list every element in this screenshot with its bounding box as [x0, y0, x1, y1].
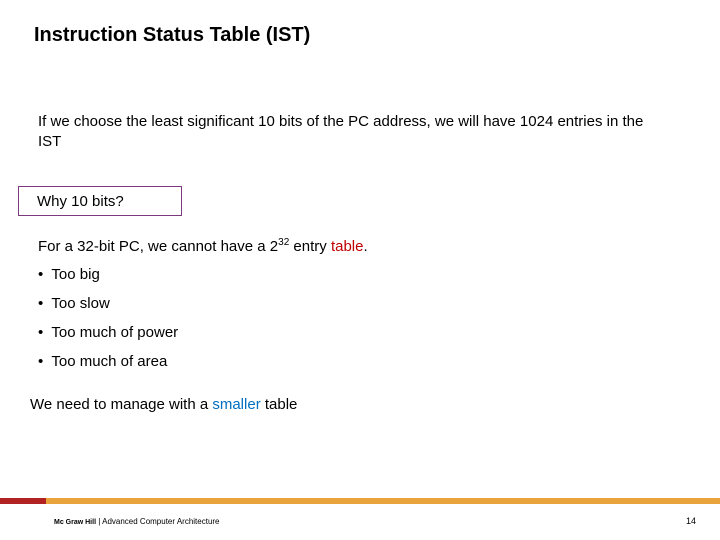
- paragraph-32bit: For a 32-bit PC, we cannot have a 232 en…: [38, 236, 658, 257]
- para3-suffix: table: [261, 396, 298, 413]
- slide-container: Instruction Status Table (IST) If we cho…: [0, 0, 720, 540]
- bullet-item: Too much of power: [38, 324, 178, 341]
- para2-mid: entry: [289, 238, 331, 255]
- slide-title: Instruction Status Table (IST): [34, 24, 310, 47]
- para2-prefix: For a 32-bit PC, we cannot have a 2: [38, 238, 278, 255]
- para3-prefix: We need to manage with a: [30, 396, 212, 413]
- paragraph-intro: If we choose the least significant 10 bi…: [38, 112, 658, 153]
- para2-exponent: 32: [278, 237, 289, 248]
- paragraph-conclusion: We need to manage with a smaller table: [30, 396, 297, 413]
- para2-table-word: table: [331, 238, 364, 255]
- para3-smaller-word: smaller: [212, 396, 260, 413]
- bullet-item: Too big: [38, 266, 178, 283]
- footer-accent-overlay: [0, 498, 46, 504]
- footer-left: Mc Graw Hill | Advanced Computer Archite…: [54, 517, 220, 526]
- footer-accent-bar: [0, 498, 720, 504]
- bullet-item: Too much of area: [38, 353, 178, 370]
- reason-bullets: Too big Too slow Too much of power Too m…: [38, 266, 178, 382]
- why-10-bits-box: Why 10 bits?: [18, 186, 182, 216]
- para2-suffix: .: [363, 238, 367, 255]
- page-number: 14: [686, 516, 696, 526]
- footer-booktitle: Advanced Computer Architecture: [102, 517, 219, 526]
- why-box-text: Why 10 bits?: [37, 193, 124, 210]
- footer-publisher: Mc Graw Hill: [54, 519, 96, 526]
- bullet-item: Too slow: [38, 295, 178, 312]
